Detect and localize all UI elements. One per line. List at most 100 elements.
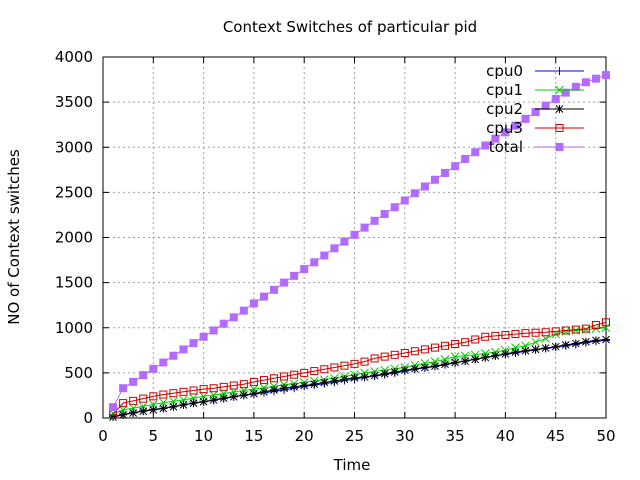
point-cpu2 [420,363,429,372]
legend-marker [555,67,564,75]
point-total [531,108,540,117]
x-tick-label: 5 [149,427,159,445]
point-total [561,88,570,97]
legend-item-cpu3: cpu3 [486,119,584,137]
legend-item-cpu0: cpu0 [486,62,584,80]
point-total [420,182,429,191]
point-cpu2 [551,342,560,351]
y-tick-label: 3000 [55,138,93,156]
point-cpu2 [229,392,238,401]
point-cpu2 [521,346,530,355]
point-cpu3 [199,385,208,394]
point-cpu2 [410,364,419,373]
point-cpu2 [461,357,470,366]
point-total [320,251,329,260]
point-cpu3 [491,331,500,340]
point-cpu2 [370,371,379,380]
point-cpu3 [290,370,299,379]
legend-label: cpu3 [486,119,523,137]
point-cpu3 [400,349,409,358]
point-cpu2 [380,369,389,378]
point-cpu1 [601,323,611,333]
legend-label: total [489,138,523,156]
point-cpu3 [481,332,490,341]
point-total [451,162,460,171]
point-cpu2 [561,340,570,349]
legend-marker [555,85,564,95]
point-cpu2 [219,394,228,403]
y-tick-label: 500 [64,364,93,382]
point-cpu2 [169,402,178,411]
point-cpu3 [420,345,429,354]
point-cpu3 [561,326,570,335]
point-cpu3 [521,329,530,338]
point-cpu3 [501,330,510,339]
point-cpu3 [511,330,520,339]
point-cpu1 [370,367,379,376]
legend-item-cpu1: cpu1 [486,81,584,99]
point-cpu3 [179,387,188,396]
point-cpu3 [249,377,258,386]
x-tick-label: 15 [244,427,263,445]
chart-title: Context Switches of particular pid [223,18,477,36]
point-cpu1 [480,349,490,358]
point-total [400,196,409,205]
point-cpu3 [370,354,379,363]
point-cpu3 [320,365,329,374]
point-cpu2 [400,366,409,375]
series-total [109,71,610,412]
point-cpu2 [249,389,258,398]
point-cpu2 [239,390,248,399]
point-cpu2 [471,355,480,364]
point-cpu1 [360,368,369,378]
point-cpu2 [501,349,510,358]
point-cpu2 [159,404,168,413]
point-cpu2 [481,353,490,362]
point-cpu1 [531,337,540,347]
point-total [310,258,319,267]
point-cpu3 [209,384,218,393]
point-cpu3 [410,347,419,356]
point-total [521,114,530,123]
point-cpu1 [511,343,520,352]
point-total [602,71,610,80]
point-cpu3 [159,390,168,399]
x-tick-label: 45 [546,427,565,445]
point-total [511,121,520,130]
point-cpu3 [239,380,248,389]
point-total [189,339,198,348]
point-total [370,216,379,225]
point-total [109,403,118,412]
point-cpu3 [139,394,148,403]
point-cpu2 [602,335,610,344]
point-total [179,345,188,354]
x-tick-label: 40 [496,427,515,445]
point-total [481,141,490,150]
point-cpu3 [119,399,128,408]
point-cpu2 [199,397,208,406]
point-cpu2 [310,380,319,389]
point-cpu3 [451,339,460,348]
point-total [290,271,299,280]
point-cpu3 [340,361,349,370]
point-cpu2 [300,381,309,390]
x-tick-label: 25 [345,427,364,445]
point-cpu2 [441,360,450,369]
point-total [350,230,359,239]
point-cpu2 [430,362,439,371]
point-total [169,351,178,360]
point-cpu3 [310,367,319,376]
point-cpu2 [330,376,339,385]
point-total [461,154,470,163]
point-cpu3 [531,328,540,337]
series-line-cpu3 [112,321,607,415]
point-total [491,134,500,143]
point-total [199,332,208,341]
point-cpu2 [189,399,198,408]
y-tick-label: 4000 [55,48,93,66]
point-total [149,364,158,373]
point-cpu2 [350,373,359,382]
point-cpu1 [430,357,440,366]
point-total [159,358,168,367]
